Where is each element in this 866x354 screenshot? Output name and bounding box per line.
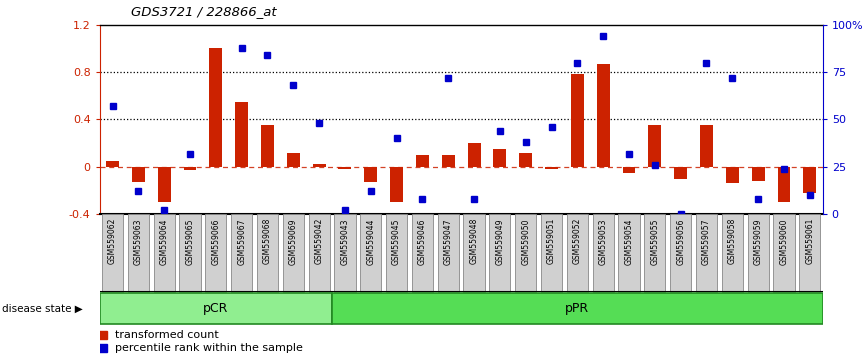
- Bar: [675, 167, 687, 179]
- FancyBboxPatch shape: [618, 214, 640, 292]
- Text: GSM559048: GSM559048: [469, 218, 479, 264]
- Bar: [494, 149, 507, 167]
- FancyBboxPatch shape: [644, 214, 665, 292]
- Text: pCR: pCR: [204, 302, 229, 315]
- Bar: [339, 167, 352, 169]
- FancyBboxPatch shape: [102, 214, 123, 292]
- Text: GSM559054: GSM559054: [624, 218, 634, 264]
- Bar: [158, 167, 171, 202]
- Text: GSM559057: GSM559057: [702, 218, 711, 264]
- FancyBboxPatch shape: [231, 214, 252, 292]
- Text: GSM559058: GSM559058: [727, 218, 737, 264]
- FancyBboxPatch shape: [773, 214, 794, 292]
- Bar: [649, 125, 662, 167]
- Bar: [287, 153, 300, 167]
- FancyBboxPatch shape: [205, 214, 226, 292]
- Text: GSM559059: GSM559059: [753, 218, 763, 264]
- Bar: [597, 64, 610, 167]
- FancyBboxPatch shape: [515, 214, 536, 292]
- FancyBboxPatch shape: [412, 214, 433, 292]
- FancyBboxPatch shape: [179, 214, 201, 292]
- Text: GSM559052: GSM559052: [573, 218, 582, 264]
- Text: GSM559069: GSM559069: [288, 218, 298, 264]
- FancyBboxPatch shape: [332, 293, 823, 324]
- FancyBboxPatch shape: [696, 214, 717, 292]
- Text: GSM559068: GSM559068: [263, 218, 272, 264]
- Bar: [804, 167, 817, 193]
- Bar: [752, 167, 765, 181]
- Text: GSM559055: GSM559055: [650, 218, 659, 264]
- Text: disease state ▶: disease state ▶: [2, 304, 82, 314]
- Bar: [778, 167, 791, 202]
- Bar: [313, 165, 326, 167]
- FancyBboxPatch shape: [100, 293, 332, 324]
- FancyBboxPatch shape: [670, 214, 691, 292]
- Text: GSM559043: GSM559043: [340, 218, 349, 264]
- Text: GSM559051: GSM559051: [547, 218, 556, 264]
- Bar: [571, 74, 584, 167]
- FancyBboxPatch shape: [799, 214, 820, 292]
- Text: GSM559061: GSM559061: [805, 218, 814, 264]
- FancyBboxPatch shape: [386, 214, 407, 292]
- FancyBboxPatch shape: [566, 214, 588, 292]
- FancyBboxPatch shape: [747, 214, 769, 292]
- Bar: [520, 153, 533, 167]
- Text: GSM559049: GSM559049: [495, 218, 504, 264]
- Bar: [184, 167, 197, 170]
- Bar: [390, 167, 403, 202]
- Text: GSM559062: GSM559062: [108, 218, 117, 264]
- Text: GSM559044: GSM559044: [366, 218, 375, 264]
- Bar: [261, 125, 274, 167]
- Bar: [468, 143, 481, 167]
- Bar: [236, 102, 248, 167]
- Text: GSM559064: GSM559064: [159, 218, 169, 264]
- Text: GSM559046: GSM559046: [418, 218, 427, 264]
- FancyBboxPatch shape: [360, 214, 381, 292]
- FancyBboxPatch shape: [257, 214, 278, 292]
- Text: GSM559045: GSM559045: [392, 218, 401, 264]
- Text: GSM559053: GSM559053: [598, 218, 608, 264]
- FancyBboxPatch shape: [437, 214, 459, 292]
- FancyBboxPatch shape: [541, 214, 562, 292]
- FancyBboxPatch shape: [721, 214, 743, 292]
- Text: GSM559050: GSM559050: [521, 218, 530, 264]
- Bar: [416, 155, 429, 167]
- Bar: [106, 161, 119, 167]
- FancyBboxPatch shape: [153, 214, 175, 292]
- FancyBboxPatch shape: [463, 214, 485, 292]
- Text: GSM559042: GSM559042: [314, 218, 324, 264]
- Text: GSM559065: GSM559065: [185, 218, 195, 264]
- FancyBboxPatch shape: [128, 214, 149, 292]
- Text: pPR: pPR: [565, 302, 590, 315]
- Text: GSM559060: GSM559060: [779, 218, 788, 264]
- Bar: [700, 125, 713, 167]
- Text: GSM559047: GSM559047: [443, 218, 453, 264]
- FancyBboxPatch shape: [592, 214, 614, 292]
- Bar: [132, 167, 145, 182]
- FancyBboxPatch shape: [489, 214, 510, 292]
- FancyBboxPatch shape: [308, 214, 330, 292]
- Text: GSM559066: GSM559066: [211, 218, 220, 264]
- Bar: [210, 48, 223, 167]
- Bar: [442, 155, 455, 167]
- Bar: [365, 167, 378, 182]
- Text: GSM559063: GSM559063: [134, 218, 143, 264]
- Bar: [726, 167, 739, 183]
- Text: transformed count: transformed count: [115, 330, 219, 340]
- Text: percentile rank within the sample: percentile rank within the sample: [115, 343, 303, 353]
- Text: GDS3721 / 228866_at: GDS3721 / 228866_at: [131, 5, 276, 18]
- FancyBboxPatch shape: [282, 214, 304, 292]
- Bar: [623, 167, 636, 173]
- FancyBboxPatch shape: [334, 214, 356, 292]
- Text: GSM559056: GSM559056: [676, 218, 685, 264]
- Bar: [545, 167, 558, 169]
- Text: GSM559067: GSM559067: [237, 218, 246, 264]
